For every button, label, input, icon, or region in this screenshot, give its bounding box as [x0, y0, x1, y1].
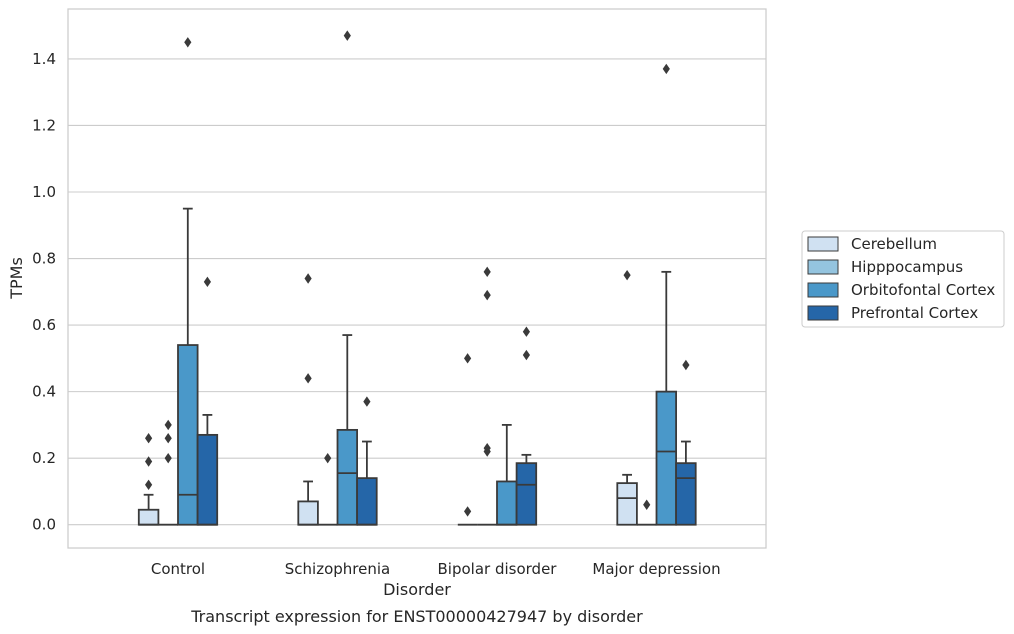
box — [336, 428, 359, 526]
outlier-point — [522, 326, 530, 337]
y-tick-label: 0.6 — [32, 316, 56, 334]
legend: Cerebellum Hipppocampus Orbitofontal Corte… — [801, 230, 1005, 328]
outlier-point — [145, 433, 153, 444]
box — [196, 433, 219, 526]
box-0-1 — [158, 419, 178, 526]
legend-frame — [801, 230, 1005, 328]
x-tick-label: Control — [151, 560, 205, 578]
box-2-2 — [496, 423, 518, 526]
box-groups — [137, 30, 697, 526]
y-tick-labels: 0.0 0.2 0.4 0.6 0.8 1.0 1.2 1.4 — [32, 50, 56, 534]
outlier-point — [483, 442, 491, 454]
box-1-3 — [356, 396, 378, 526]
y-axis-label: TPMs — [7, 257, 26, 300]
outlier-point — [164, 433, 172, 444]
box-2-0 — [457, 353, 478, 526]
box-1-1 — [317, 452, 338, 526]
box-2-3 — [515, 326, 538, 526]
y-tick-label: 0.8 — [32, 250, 56, 268]
box — [655, 390, 678, 526]
box — [137, 508, 160, 526]
box-3-2 — [655, 63, 678, 526]
outlier-point — [522, 349, 530, 361]
legend-swatch — [807, 236, 839, 252]
box-1-2 — [336, 30, 359, 526]
box — [616, 482, 638, 526]
box-3-3 — [675, 359, 697, 526]
box-0-0 — [137, 433, 160, 526]
y-tick-label: 0.2 — [32, 449, 56, 467]
chart-title: Transcript expression for ENST0000042794… — [190, 607, 643, 626]
outlier-point — [324, 452, 332, 464]
outlier-point — [483, 266, 491, 278]
outlier-point — [483, 289, 491, 301]
box-0-3 — [196, 276, 219, 526]
x-axis-label: Disorder — [383, 580, 451, 599]
outlier-point — [203, 276, 211, 288]
outlier-point — [145, 479, 153, 490]
box-0-2 — [177, 37, 199, 526]
legend-label: Orbitofontal Cortex — [851, 281, 995, 299]
plot-frame — [67, 8, 767, 549]
legend-label: Hipppocampus — [851, 258, 963, 276]
x-tick-labels: Control Schizophrenia Bipolar disorder Majo… — [151, 560, 721, 578]
outlier-point — [682, 359, 690, 371]
box-2-1 — [477, 266, 497, 526]
box-1-0 — [297, 273, 319, 526]
x-tick-label: Schizophrenia — [285, 560, 390, 578]
box — [297, 500, 319, 526]
box-3-0 — [616, 269, 638, 526]
legend-swatch — [807, 305, 839, 321]
box — [496, 480, 518, 526]
outlier-point — [304, 373, 312, 384]
outlier-point — [643, 499, 651, 510]
y-tick-label: 1.0 — [32, 183, 56, 201]
box — [356, 477, 378, 526]
y-tick-label: 1.4 — [32, 50, 56, 68]
outlier-point — [343, 30, 351, 41]
outlier-point — [464, 506, 472, 517]
legend-label: Prefrontal Cortex — [851, 304, 978, 322]
box-3-1 — [636, 499, 657, 526]
box — [675, 462, 697, 526]
outlier-point — [164, 419, 172, 431]
outlier-point — [304, 273, 312, 284]
legend-swatch — [807, 259, 839, 275]
y-tick-label: 1.2 — [32, 116, 56, 134]
y-tick-label: 0.4 — [32, 383, 56, 401]
box — [515, 462, 538, 526]
outlier-point — [623, 269, 631, 281]
x-tick-label: Major depression — [592, 560, 720, 578]
box — [177, 344, 199, 526]
outlier-point — [464, 353, 472, 364]
legend-swatch — [807, 282, 839, 298]
outlier-point — [184, 37, 192, 48]
legend-label: Cerebellum — [851, 235, 937, 253]
y-tick-label: 0.0 — [32, 516, 56, 534]
outlier-point — [363, 396, 371, 407]
outlier-point — [164, 452, 172, 464]
outlier-point — [145, 456, 153, 467]
outlier-point — [662, 63, 670, 75]
x-tick-label: Bipolar disorder — [438, 560, 558, 578]
